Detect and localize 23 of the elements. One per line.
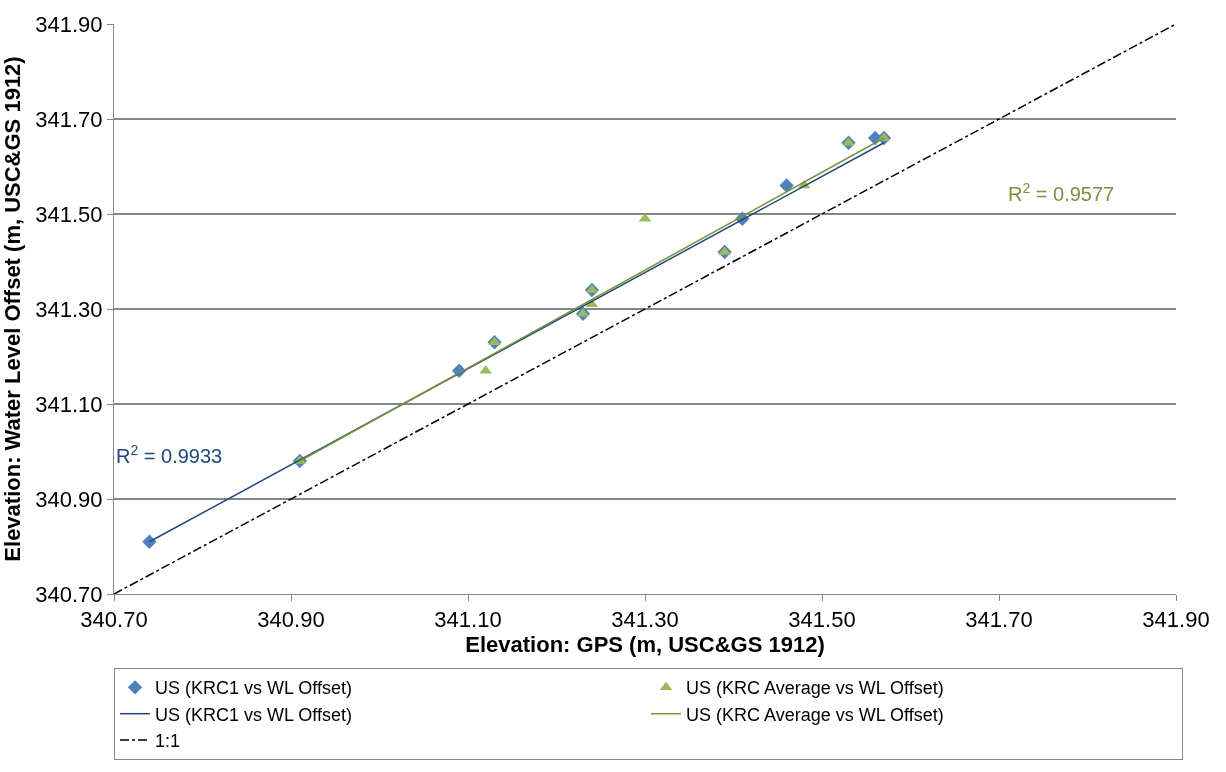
y-axis-title: Elevation: Water Level Offset (m, USC&GS 1912) (0, 56, 26, 562)
x-tick-label: 341.70 (965, 607, 1033, 633)
legend-label: US (KRC Average vs WL Offset) (686, 678, 944, 699)
legend-label: 1:1 (155, 731, 181, 752)
x-tick-label: 341.30 (611, 607, 679, 633)
x-tick-label: 340.70 (80, 607, 148, 633)
annotation: R$^{2}$ = 0.9933 (116, 442, 223, 468)
y-tick-label: 341.50 (35, 201, 103, 227)
x-tick-label: 341.10 (434, 607, 502, 633)
annotation: R$^{2}$ = 0.9577 (1008, 180, 1115, 206)
x-axis-title: Elevation: GPS (m, USC&GS 1912) (465, 632, 825, 658)
x-tick-label: 340.90 (257, 607, 325, 633)
y-tick-label: 341.90 (35, 11, 103, 37)
y-tick-label: 341.30 (35, 296, 103, 322)
y-tick-label: 340.90 (35, 486, 103, 512)
legend-label: US (KRC1 vs WL Offset) (155, 704, 353, 725)
x-tick-label: 341.50 (788, 607, 856, 633)
y-tick-label: 341.10 (35, 391, 103, 417)
legend-label: US (KRC1 vs WL Offset) (155, 678, 353, 699)
y-tick-label: 341.70 (35, 106, 103, 132)
y-tick-label: 340.70 (35, 581, 103, 607)
legend-label: US (KRC Average vs WL Offset) (686, 704, 944, 725)
x-tick-label: 341.90 (1142, 607, 1210, 633)
